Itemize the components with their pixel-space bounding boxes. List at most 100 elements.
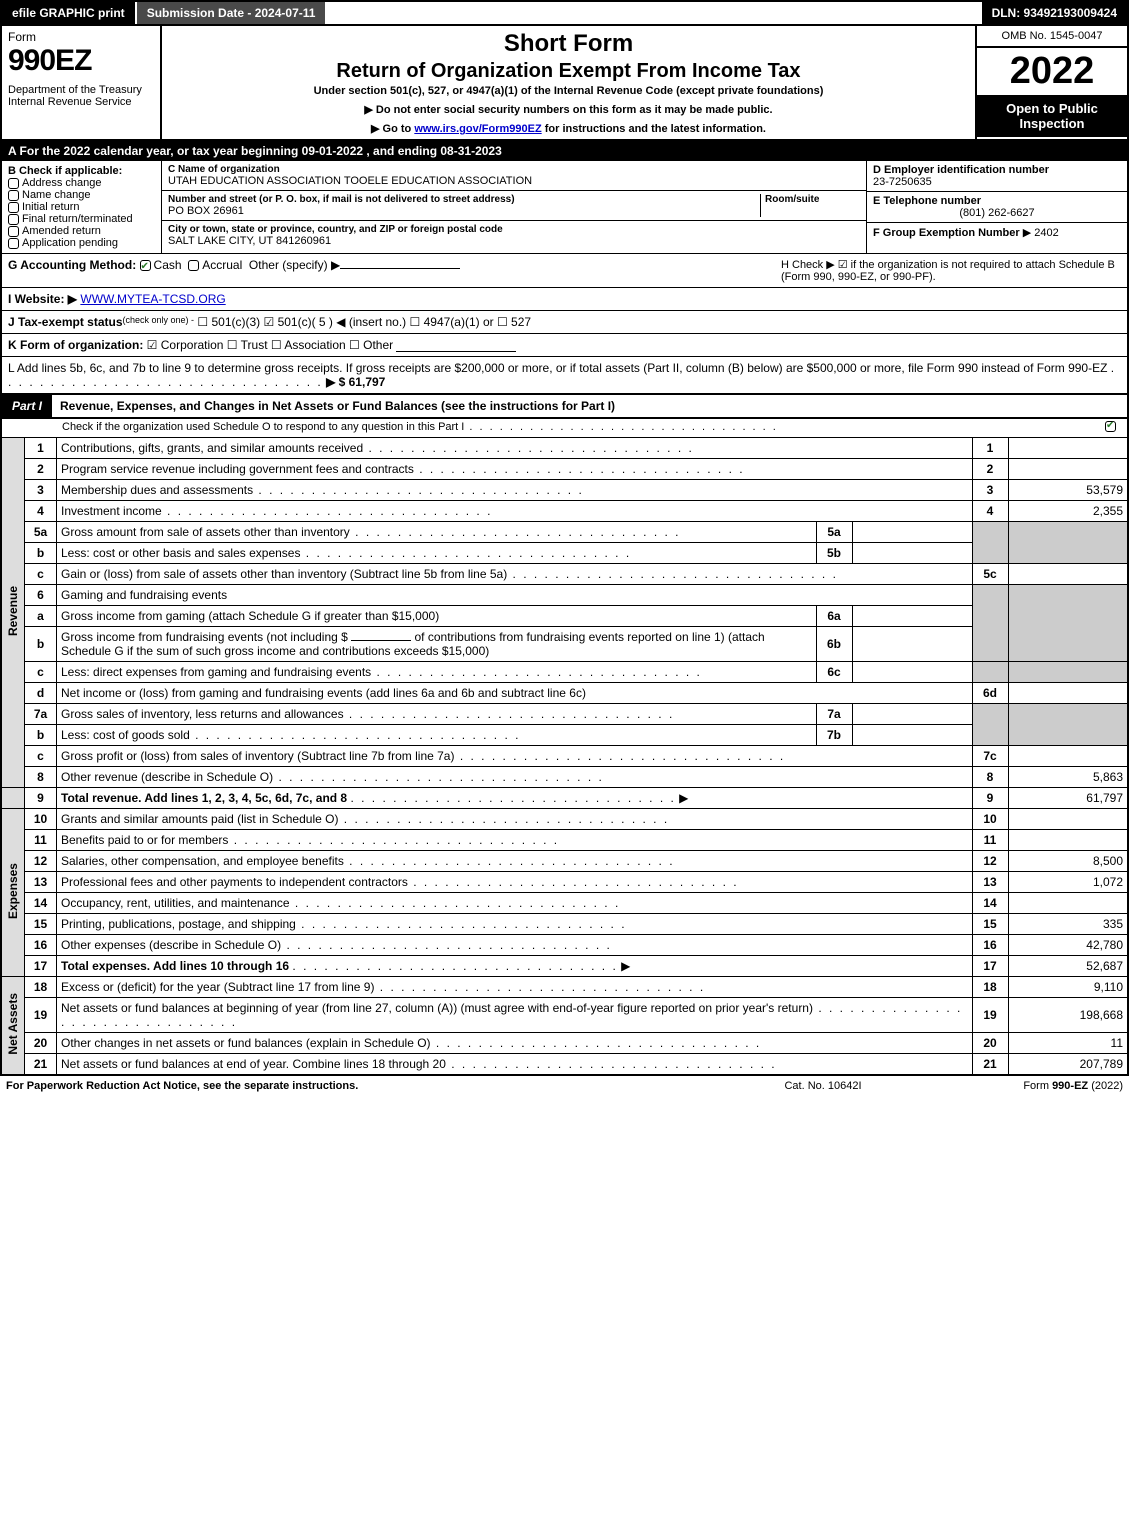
ln-6c-mid: 6c (816, 662, 852, 683)
ln-3-no: 3 (25, 480, 57, 501)
ln-7b-no: b (25, 725, 57, 746)
G-other-input[interactable] (340, 268, 460, 269)
E-label: E Telephone number (873, 195, 1121, 207)
B-opt-3: Final return/terminated (22, 213, 133, 225)
ln-1-no: 1 (25, 438, 57, 459)
ln-7-shade (972, 704, 1008, 746)
ln-5b-mid: 5b (816, 543, 852, 564)
B-opt-4: Amended return (22, 225, 101, 237)
ln-19-val: 198,668 (1008, 998, 1128, 1033)
note-ssn: ▶ Do not enter social security numbers o… (168, 103, 969, 116)
ln-18-box: 18 (972, 977, 1008, 998)
ln-6-shade (972, 585, 1008, 662)
chk-name-change[interactable] (8, 190, 19, 201)
ln-5-shade-val (1008, 522, 1128, 564)
ln-4-no: 4 (25, 501, 57, 522)
ln-18-val: 9,110 (1008, 977, 1128, 998)
ln-5a-midval (852, 522, 972, 543)
ln-2-no: 2 (25, 459, 57, 480)
chk-schedule-O[interactable] (1105, 421, 1116, 432)
ln-2-box: 2 (972, 459, 1008, 480)
H-text: H Check ▶ ☑ if the organization is not r… (781, 258, 1121, 283)
ln-7a-desc: Gross sales of inventory, less returns a… (57, 704, 817, 725)
ln-10-desc: Grants and similar amounts paid (list in… (57, 809, 973, 830)
ln-6a-no: a (25, 606, 57, 627)
chk-address-change[interactable] (8, 178, 19, 189)
ln-9-val: 61,797 (1008, 788, 1128, 809)
ln-13-desc: Professional fees and other payments to … (57, 872, 973, 893)
note-goto-post: for instructions and the latest informat… (542, 123, 766, 135)
dept-treasury: Department of the Treasury (8, 84, 154, 96)
ln-15-val: 335 (1008, 914, 1128, 935)
ln-20-desc: Other changes in net assets or fund bala… (57, 1033, 973, 1054)
ln-6b-pre: Gross income from fundraising events (no… (61, 630, 348, 644)
tax-year: 2022 (977, 48, 1127, 95)
B-opt-0: Address change (22, 177, 102, 189)
ln-13-val: 1,072 (1008, 872, 1128, 893)
efile-print-button[interactable]: efile GRAPHIC print (2, 2, 137, 24)
I-label: I Website: ▶ (8, 292, 77, 306)
chk-amended-return[interactable] (8, 226, 19, 237)
chk-cash[interactable] (140, 260, 151, 271)
ln-12-box: 12 (972, 851, 1008, 872)
footer-right: Form 990-EZ (2022) (923, 1080, 1123, 1092)
B-opt-5: Application pending (22, 237, 118, 249)
ln-16-desc: Other expenses (describe in Schedule O) (57, 935, 973, 956)
row-I: I Website: ▶ WWW.MYTEA-TCSD.ORG (0, 288, 1129, 311)
ln-5b-desc: Less: cost or other basis and sales expe… (57, 543, 817, 564)
rev-side-end (1, 788, 25, 809)
ln-16-val: 42,780 (1008, 935, 1128, 956)
ln-8-box: 8 (972, 767, 1008, 788)
ln-6a-midval (852, 606, 972, 627)
ln-5a-no: 5a (25, 522, 57, 543)
ln-16-box: 16 (972, 935, 1008, 956)
ln-1-val (1008, 438, 1128, 459)
chk-initial-return[interactable] (8, 202, 19, 213)
ln-20-no: 20 (25, 1033, 57, 1054)
chk-final-return[interactable] (8, 214, 19, 225)
ln-12-val: 8,500 (1008, 851, 1128, 872)
ln-5-shade (972, 522, 1008, 564)
submission-date: Submission Date - 2024-07-11 (137, 2, 326, 24)
ln-20-box: 20 (972, 1033, 1008, 1054)
ln-6d-box: 6d (972, 683, 1008, 704)
ln-5c-no: c (25, 564, 57, 585)
ln-4-val: 2,355 (1008, 501, 1128, 522)
C-name: UTAH EDUCATION ASSOCIATION TOOELE EDUCAT… (168, 175, 860, 187)
form-number: 990EZ (8, 44, 154, 78)
F-value: ▶ 2402 (1023, 227, 1059, 239)
ln-17-val: 52,687 (1008, 956, 1128, 977)
C-name-label: C Name of organization (168, 164, 860, 175)
D-label: D Employer identification number (873, 164, 1121, 176)
netassets-side: Net Assets (1, 977, 25, 1075)
ln-6-shade-val (1008, 585, 1128, 662)
ln-2-desc: Program service revenue including govern… (57, 459, 973, 480)
G-label: G Accounting Method: (8, 258, 136, 272)
title-main: Return of Organization Exempt From Incom… (168, 60, 969, 83)
col-C: C Name of organization UTAH EDUCATION AS… (162, 161, 867, 253)
C-city: SALT LAKE CITY, UT 841260961 (168, 235, 860, 247)
part-I-header: Part I Revenue, Expenses, and Changes in… (0, 394, 1129, 419)
ln-16-no: 16 (25, 935, 57, 956)
ln-5b-midval (852, 543, 972, 564)
row-A: A For the 2022 calendar year, or tax yea… (0, 141, 1129, 161)
chk-accrual[interactable] (188, 260, 199, 271)
ln-9-no: 9 (25, 788, 57, 809)
ln-14-box: 14 (972, 893, 1008, 914)
K-other-input[interactable] (396, 338, 516, 352)
website-link[interactable]: WWW.MYTEA-TCSD.ORG (80, 292, 225, 306)
ln-7b-mid: 7b (816, 725, 852, 746)
ln-3-val: 53,579 (1008, 480, 1128, 501)
ln-15-no: 15 (25, 914, 57, 935)
note-goto-pre: ▶ Go to (371, 123, 414, 135)
ln-3-box: 3 (972, 480, 1008, 501)
C-street-label: Number and street (or P. O. box, if mail… (168, 194, 760, 205)
ln-6c-shade (972, 662, 1008, 683)
ln-13-no: 13 (25, 872, 57, 893)
ln-6d-val (1008, 683, 1128, 704)
irs-link[interactable]: www.irs.gov/Form990EZ (414, 123, 541, 135)
chk-application-pending[interactable] (8, 238, 19, 249)
ln-6b-amount[interactable] (351, 640, 411, 641)
ln-21-box: 21 (972, 1054, 1008, 1075)
ln-6b-mid: 6b (816, 627, 852, 662)
